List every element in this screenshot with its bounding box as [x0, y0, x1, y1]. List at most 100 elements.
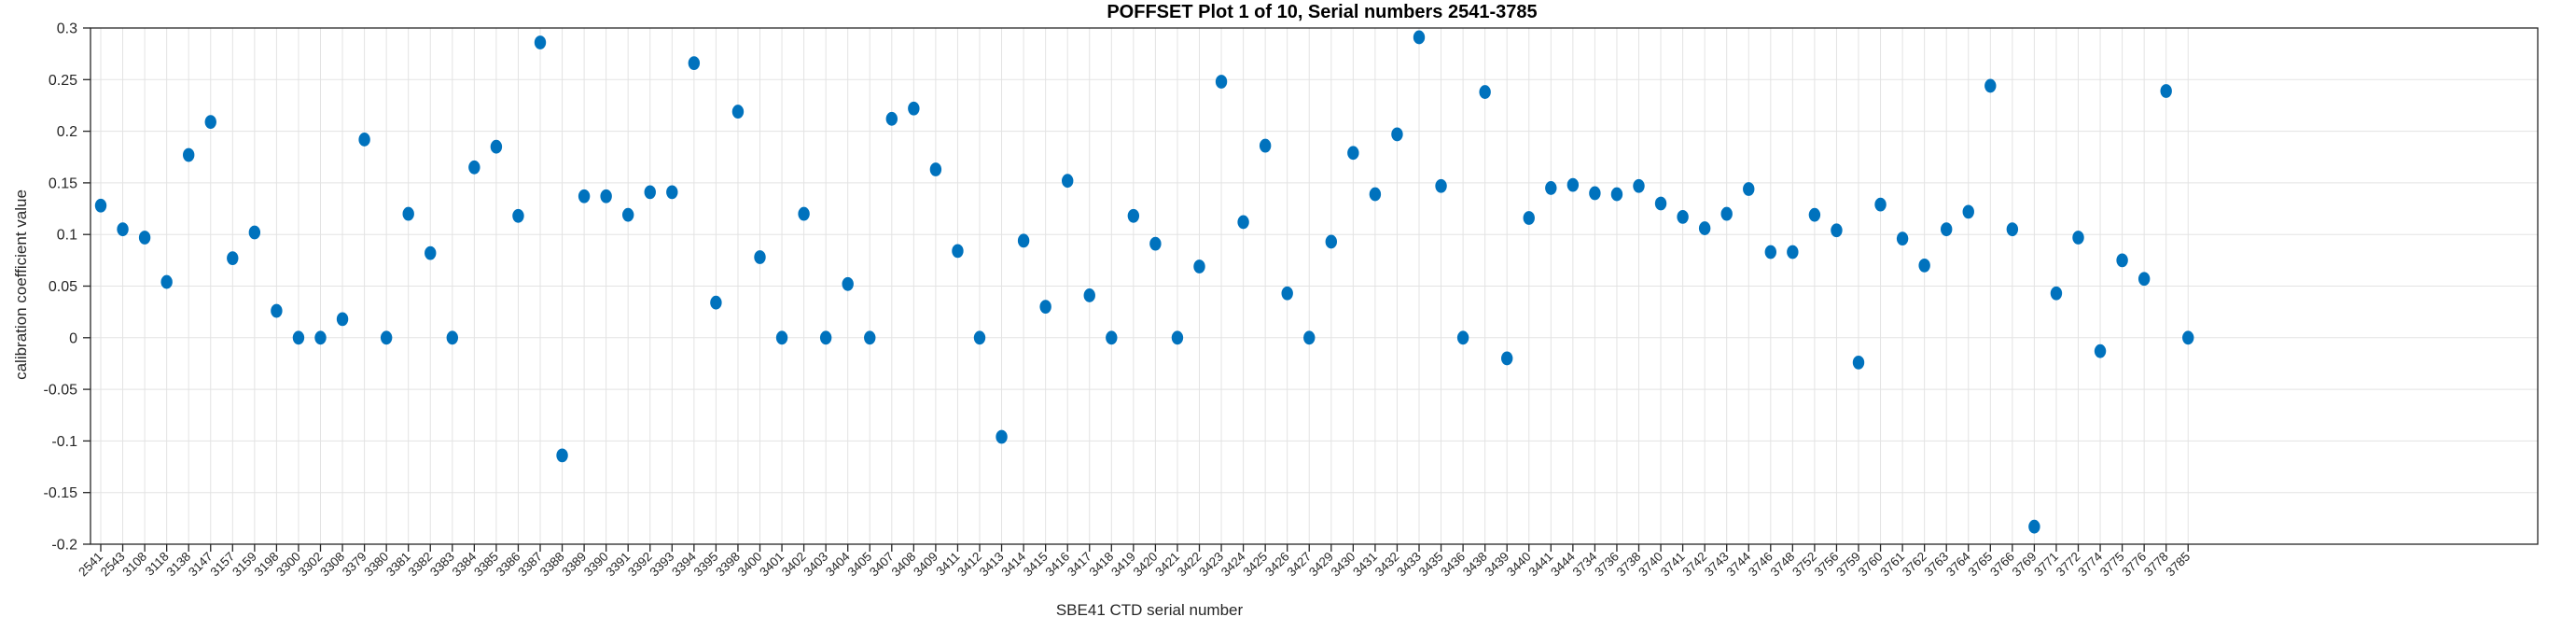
x-tick-label: 3300: [273, 550, 303, 580]
data-point: [600, 189, 612, 203]
x-tick-label: 3759: [1833, 550, 1863, 580]
data-point: [644, 185, 656, 200]
x-tick-label: 3381: [383, 550, 413, 580]
data-point: [842, 276, 854, 291]
data-point: [314, 330, 327, 345]
x-tick-label: 3431: [1350, 550, 1380, 580]
x-tick-label: 3438: [1460, 550, 1490, 580]
x-tick-label: 3138: [163, 550, 193, 580]
x-tick-label: 3420: [1131, 550, 1161, 580]
y-tick-label: 0.3: [57, 21, 77, 37]
data-point: [358, 133, 370, 147]
data-point: [1962, 204, 1974, 219]
x-tick-label: 3384: [450, 549, 480, 579]
x-tick-label: 3402: [779, 550, 809, 580]
data-point: [292, 330, 305, 345]
x-tick-label: 3417: [1065, 550, 1094, 580]
data-point: [1171, 330, 1184, 345]
x-tick-label: 3395: [691, 550, 721, 580]
data-point: [1677, 209, 1689, 224]
x-tick-label: 3771: [2031, 550, 2061, 580]
x-tick-label: 3439: [1482, 550, 1511, 580]
x-tick-label: 3736: [1592, 550, 1622, 580]
x-tick-label: 3429: [1306, 550, 1336, 580]
y-axis-label: calibration coefficient value: [12, 189, 30, 380]
data-point: [1523, 211, 1535, 225]
x-tick-label: 3772: [2054, 550, 2083, 580]
data-point: [94, 198, 107, 213]
x-tick-label: 3159: [230, 550, 259, 580]
x-tick-label: 3302: [296, 550, 326, 580]
data-point: [1941, 222, 1953, 237]
x-tick-label: 3433: [1394, 550, 1424, 580]
x-tick-label: 3379: [340, 550, 369, 580]
x-tick-label: 3778: [2141, 550, 2171, 580]
data-point: [1501, 351, 1513, 366]
data-point: [1479, 85, 1491, 99]
data-point: [1325, 234, 1338, 249]
x-tick-label: 3427: [1285, 550, 1315, 580]
data-point: [425, 245, 437, 260]
data-point: [1654, 196, 1667, 211]
data-point: [1215, 75, 1228, 89]
x-tick-label: 3742: [1679, 550, 1709, 580]
x-tick-label: 3419: [1108, 550, 1138, 580]
x-tick-label: 3405: [845, 550, 875, 580]
data-point: [1237, 215, 1249, 230]
data-point: [754, 250, 766, 264]
data-point: [1566, 177, 1580, 192]
data-point: [1808, 207, 1821, 222]
data-point: [1984, 78, 1997, 93]
data-point: [819, 330, 832, 345]
y-tick-label: 0.25: [49, 73, 77, 89]
x-tick-label: 3108: [119, 550, 149, 580]
data-point: [666, 185, 678, 200]
x-axis-label: SBE41 CTD serial number: [1055, 601, 1244, 619]
data-point: [1633, 178, 1645, 193]
x-tick-label: 3383: [427, 550, 457, 580]
y-tick-label: 0.2: [57, 124, 77, 140]
data-point: [688, 56, 701, 71]
x-tick-label: 3411: [933, 550, 962, 579]
data-point: [204, 115, 216, 130]
data-point: [1743, 182, 1755, 196]
data-point: [1127, 208, 1140, 223]
y-tick-label: 0.05: [49, 279, 77, 295]
data-point: [1874, 197, 1887, 212]
data-point: [1896, 231, 1909, 246]
data-point: [1083, 288, 1095, 302]
data-point: [622, 207, 634, 222]
data-point: [2006, 222, 2019, 237]
x-tick-label: 3198: [252, 550, 282, 580]
x-tick-label: 3764: [1943, 549, 1973, 579]
data-point: [1831, 223, 1843, 238]
x-tick-label: 3421: [1152, 550, 1182, 580]
data-point: [138, 231, 151, 245]
data-point: [710, 295, 722, 310]
data-point: [775, 330, 788, 345]
x-tick-label: 3409: [911, 550, 940, 580]
data-point: [1545, 181, 1557, 195]
x-tick-label: 3118: [143, 550, 172, 579]
y-tick-label: -0.2: [51, 538, 77, 554]
data-point: [1106, 330, 1118, 345]
chart-title: POFFSET Plot 1 of 10, Serial numbers 254…: [1107, 2, 1538, 22]
data-point: [798, 206, 810, 221]
data-point: [1610, 187, 1623, 202]
data-point: [996, 429, 1008, 444]
data-point: [227, 251, 239, 266]
x-tick-label: 3769: [2010, 550, 2040, 580]
data-point: [1918, 258, 1930, 273]
x-tick-label: 3382: [406, 550, 436, 580]
x-tick-label: 3761: [1877, 550, 1907, 580]
data-point: [1435, 178, 1447, 193]
x-tick-label: 3741: [1658, 550, 1688, 580]
x-tick-label: 3388: [537, 550, 567, 580]
data-point: [1456, 330, 1469, 345]
data-point: [271, 303, 283, 318]
x-tick-label: 3414: [998, 549, 1028, 579]
y-tick-label: 0.15: [49, 175, 77, 191]
x-tick-label: 3738: [1614, 550, 1644, 580]
x-tick-label: 3763: [1921, 550, 1951, 580]
